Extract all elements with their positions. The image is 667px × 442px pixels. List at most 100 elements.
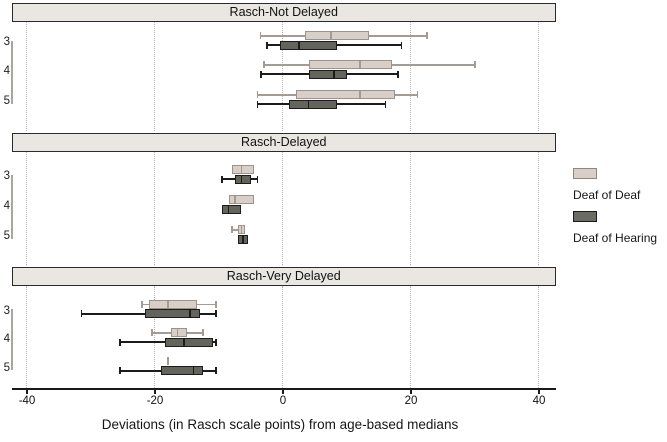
- boxplot-median-deaf-of-hearing: [240, 175, 243, 183]
- legend-label-deaf-of-hearing: Deaf of Hearing: [573, 231, 658, 245]
- gridline: [154, 285, 156, 388]
- gridline: [26, 21, 28, 131]
- boxplot-median-tick-deaf-of-deaf: [166, 357, 169, 366]
- whisker-cap-low: [256, 100, 259, 108]
- boxplot-median-deaf-of-hearing: [241, 235, 244, 243]
- gridline: [410, 21, 412, 131]
- gridline: [538, 285, 540, 388]
- gridline: [410, 285, 412, 388]
- boxplot-median-deaf-of-deaf: [234, 196, 236, 204]
- whisker-cap-high: [215, 310, 217, 318]
- boxplot-median-deaf-of-hearing: [227, 205, 230, 213]
- legend-swatch-deaf-of-deaf: [573, 168, 597, 179]
- whisker-cap-high: [215, 300, 217, 308]
- whisker-cap-low: [151, 329, 153, 337]
- boxplot-box-deaf-of-deaf: [228, 195, 255, 205]
- whisker-cap-low: [119, 367, 121, 375]
- x-axis-tick: [538, 388, 540, 394]
- whisker-cap-low: [266, 41, 269, 49]
- category-label: 4: [3, 65, 10, 77]
- gridline: [538, 151, 540, 265]
- x-axis-tick: [154, 388, 156, 394]
- category-label: 3: [3, 36, 10, 48]
- whisker-cap-high: [400, 41, 403, 49]
- boxplot-box-deaf-of-deaf: [171, 328, 187, 338]
- x-tick-label: 40: [532, 395, 546, 407]
- category-label: 5: [3, 361, 10, 374]
- gridline: [538, 21, 540, 131]
- boxplot-median-deaf-of-hearing: [307, 100, 310, 108]
- boxplot-box-deaf-of-hearing: [279, 40, 338, 50]
- gridline: [410, 151, 412, 265]
- category-label: 4: [3, 200, 10, 212]
- whisker-cap-low: [141, 300, 143, 308]
- boxplot-median-deaf-of-hearing: [182, 338, 185, 346]
- whisker-cap-high: [474, 61, 476, 69]
- boxplot-median-deaf-of-deaf: [166, 300, 169, 308]
- boxplot-median-deaf-of-hearing: [192, 367, 195, 375]
- boxplot-median-deaf-of-deaf: [176, 329, 179, 337]
- gridline: [26, 151, 28, 265]
- boxplot-box-deaf-of-hearing: [145, 309, 200, 319]
- gridline: [282, 151, 284, 265]
- boxplot-box-deaf-of-deaf: [231, 165, 255, 175]
- whisker-cap-high: [215, 367, 217, 375]
- category-label: 3: [3, 304, 10, 317]
- boxplot-box-deaf-of-deaf: [295, 90, 395, 100]
- boxplot-box-deaf-of-deaf: [305, 31, 370, 41]
- whisker-cap-high: [426, 32, 428, 40]
- whisker-cap-high: [256, 175, 259, 183]
- x-axis-tick: [26, 388, 28, 394]
- x-axis-title: Deviations (in Rasch scale points) from …: [101, 417, 459, 432]
- y-axis-line: [11, 309, 13, 370]
- boxplot-median-deaf-of-hearing: [298, 41, 300, 49]
- x-axis-tick: [282, 388, 284, 394]
- boxplot-median-deaf-of-deaf: [330, 32, 332, 40]
- boxplot-box-deaf-of-hearing: [308, 69, 347, 79]
- gridline: [282, 21, 284, 131]
- x-tick-label: -20: [146, 395, 164, 407]
- whisker-cap-high: [416, 91, 419, 99]
- category-label: 4: [3, 333, 10, 345]
- whisker-cap-high: [397, 70, 400, 78]
- boxplot-box-deaf-of-hearing: [289, 99, 338, 109]
- whisker-cap-low: [80, 310, 83, 318]
- gridline: [154, 151, 156, 265]
- boxplot-box-deaf-of-hearing: [222, 204, 242, 214]
- whisker-cap-low: [221, 175, 224, 183]
- x-axis-line: [11, 388, 556, 390]
- whisker-cap-low: [263, 61, 265, 69]
- whisker-cap-low: [119, 338, 121, 346]
- gridline: [154, 21, 156, 131]
- category-label: 5: [3, 230, 10, 242]
- boxplot-box-deaf-of-hearing: [235, 174, 251, 184]
- panel-title: Rasch-Very Delayed: [11, 267, 556, 286]
- boxplot-median-deaf-of-deaf: [358, 91, 361, 99]
- whisker-cap-low: [256, 91, 259, 99]
- category-label: 5: [3, 95, 10, 107]
- boxplot-median-deaf-of-deaf: [240, 226, 243, 234]
- boxplot-median-deaf-of-deaf: [358, 61, 361, 69]
- whisker-cap-low: [259, 32, 262, 40]
- boxplot-box-deaf-of-deaf: [148, 299, 197, 309]
- whisker-cap-high: [202, 329, 204, 337]
- x-tick-label: 20: [404, 395, 418, 407]
- whisker-cap-high: [384, 100, 387, 108]
- boxplot-median-deaf-of-hearing: [189, 310, 192, 318]
- boxplot-box-deaf-of-hearing: [164, 337, 213, 347]
- legend: Deaf of Deaf Deaf of Hearing: [573, 168, 657, 254]
- category-label: 3: [3, 170, 10, 182]
- y-axis-line: [11, 40, 13, 104]
- x-axis-tick: [410, 388, 412, 394]
- whisker-cap-low: [259, 70, 262, 78]
- panel-title: Rasch-Delayed: [11, 133, 556, 152]
- boxplot-box-deaf-of-deaf: [308, 60, 392, 70]
- legend-label-deaf-of-deaf: Deaf of Deaf: [573, 188, 641, 202]
- whisker-cap-high: [215, 338, 217, 346]
- legend-swatch-deaf-of-hearing: [573, 211, 597, 222]
- y-axis-line: [11, 174, 13, 239]
- whisker-cap-low: [231, 226, 233, 234]
- x-tick-label: 0: [279, 395, 287, 407]
- gridline: [282, 285, 284, 388]
